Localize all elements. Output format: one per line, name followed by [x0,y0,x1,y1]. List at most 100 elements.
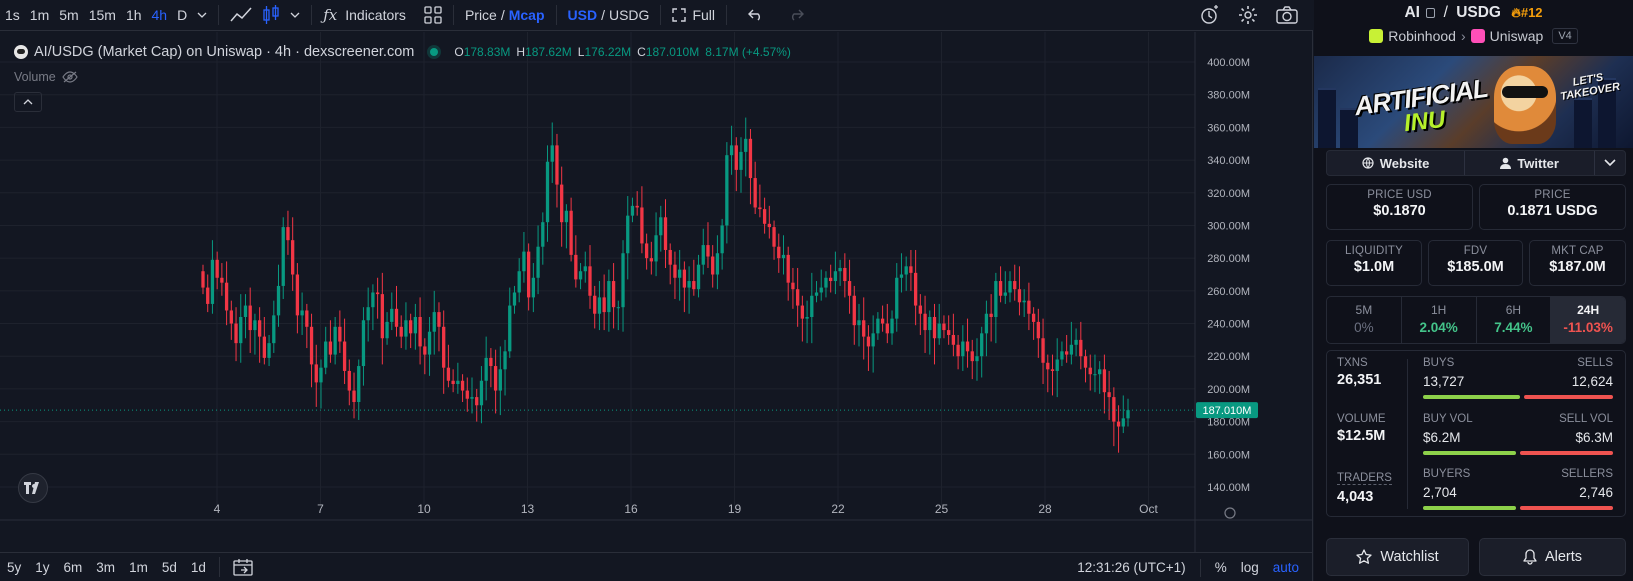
range-5d[interactable]: 5d [161,559,177,575]
interval-dropdown-icon[interactable] [192,0,212,31]
range-1m[interactable]: 1m [129,559,148,575]
y-tick-label: 360.00M [1207,122,1250,134]
candle-body [375,292,380,295]
candle-body [239,317,243,344]
range-1d[interactable]: 1d [190,559,206,575]
interval-d[interactable]: D [177,7,188,23]
candle-body [1036,321,1040,339]
more-links-button[interactable] [1595,151,1625,175]
candle-body [371,292,375,308]
dex-name[interactable]: Uniswap [1489,28,1544,44]
candle-body [531,277,536,298]
price-mcap-toggle[interactable]: Price / Mcap [460,0,550,31]
range-6m[interactable]: 6m [63,559,83,575]
buyers-bar [1423,506,1516,510]
candle-body [899,274,904,278]
tf-24h[interactable]: 24H -11.03% [1551,297,1625,343]
candle-body [276,285,281,316]
alerts-button[interactable]: Alerts [1479,538,1626,576]
candlestick-chart[interactable]: 400.00M 380.00M 360.00M 340.00M 320.00M 300.0… [0,32,1313,552]
candle-body [663,217,668,250]
candle-body [786,254,790,283]
stats-divider [1407,359,1408,509]
mcap-option: Mcap [508,7,545,23]
indicators-label: Indicators [345,7,406,23]
range-5y[interactable]: 5y [7,559,22,575]
interval-15m[interactable]: 15m [88,7,116,23]
line-chart-icon[interactable] [225,0,257,31]
bottom-right-controls: 12:31:26 (UTC+1) % log auto [1077,553,1299,581]
toolbar-divider [660,5,662,25]
tradingview-logo-icon[interactable] [18,473,48,503]
auto-toggle[interactable]: auto [1272,560,1299,575]
candle-body [479,380,484,406]
interval-1s[interactable]: 1s [5,7,20,23]
collapse-legend-button[interactable] [14,92,42,112]
trending-rank[interactable]: 🔥︎#12 [1511,5,1542,20]
indicators-button[interactable]: ƒx Indicators [318,0,411,31]
interval-1h[interactable]: 1h [125,7,142,23]
candle-body [857,320,861,326]
clock-time[interactable]: 12:31:26 (UTC+1) [1077,560,1186,575]
fullscreen-button[interactable]: Full [667,0,720,31]
range-1y[interactable]: 1y [35,559,50,575]
candle-body [659,217,663,236]
candle-body [309,326,314,365]
copy-icon[interactable] [1426,8,1436,18]
undo-icon[interactable] [743,0,769,31]
interval-5m[interactable]: 5m [59,7,79,23]
y-tick-label: 240.00M [1207,319,1250,331]
website-link[interactable]: Website [1327,151,1466,175]
token-logo-icon [14,45,28,59]
candle-body [442,326,446,368]
candle-body [366,307,370,321]
candle-body [1093,374,1097,376]
chain-name[interactable]: Robinhood [1388,28,1456,44]
y-tick-label: 160.00M [1207,449,1250,461]
traders-label[interactable]: TRADERS [1337,472,1392,485]
camera-icon[interactable] [1271,0,1303,31]
candle-body [951,334,956,345]
currency-toggle[interactable]: USD / USDG [563,0,655,31]
y-tick-label: 260.00M [1207,286,1250,298]
watchlist-button[interactable]: Watchlist [1326,538,1469,576]
candle-body [644,243,649,259]
candle-body [451,380,455,385]
interval-1m[interactable]: 1m [29,7,50,23]
candle-body [229,310,233,324]
candle-body [583,266,587,272]
candles-icon[interactable] [257,0,285,31]
settings-gear-icon[interactable] [1233,0,1263,31]
candle-body [470,397,474,399]
candle-body [541,222,545,247]
current-price-tag [1196,402,1258,419]
candle-body [994,281,998,317]
hidden-eye-icon[interactable] [62,71,78,83]
candle-body [295,274,300,316]
quick-search-icon[interactable] [1195,0,1225,31]
y-tick-label: 320.00M [1207,188,1250,200]
tf-6h[interactable]: 6H 7.44% [1477,297,1552,343]
percent-toggle[interactable]: % [1214,560,1227,575]
candle-body [961,341,965,357]
candle-body [418,317,422,347]
fdv-label[interactable]: FDV [1463,245,1488,257]
twitter-link[interactable]: Twitter [1465,151,1596,175]
candle-body [1098,369,1102,375]
tf-1h[interactable]: 1H 2.04% [1402,297,1477,343]
interval-4h[interactable]: 4h [151,7,168,23]
candle-body [394,308,399,327]
mktcap-label[interactable]: MKT CAP [1551,245,1604,257]
log-toggle[interactable]: log [1240,560,1259,575]
y-tick-label: 200.00M [1207,384,1250,396]
y-tick-label: 400.00M [1207,57,1250,69]
redo-icon[interactable] [783,0,809,31]
candle-body [1083,356,1088,368]
range-3m[interactable]: 3m [96,559,116,575]
candle-body [767,223,771,228]
tf-5m[interactable]: 5M 0% [1327,297,1402,343]
chart-type-dropdown-icon[interactable] [285,0,305,31]
go-to-date-icon[interactable] [226,553,260,581]
layouts-icon[interactable] [419,0,447,31]
